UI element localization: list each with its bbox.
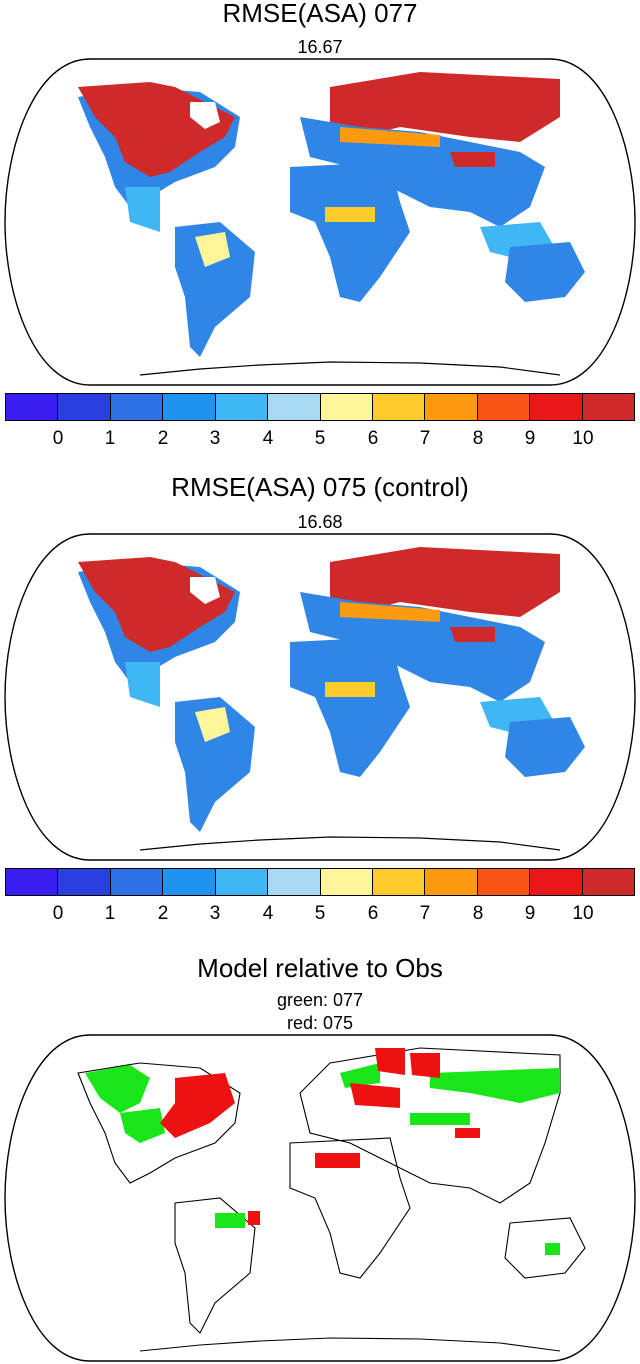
eurasia-red xyxy=(330,72,560,142)
colorbar-tick-label: 8 xyxy=(472,428,484,449)
panel2-title: RMSE(ASA) 075 (control) xyxy=(171,472,469,502)
colorbar-tick-label: 7 xyxy=(419,428,431,449)
colorbar-swatch xyxy=(6,869,59,895)
colorbar-tick-label: 10 xyxy=(572,903,594,924)
colorbar-tick-label: 4 xyxy=(262,903,274,924)
colorbar-tick-label: 10 xyxy=(572,428,594,449)
africa-body xyxy=(290,162,410,302)
colorbar-swatch xyxy=(582,394,635,420)
colorbar-tick-label: 0 xyxy=(52,903,64,924)
colorbar-swatch xyxy=(530,394,583,420)
colorbar-swatch xyxy=(58,394,111,420)
panel1-subtitle: 16.67 xyxy=(297,37,343,57)
colorbar-tick-label: 2 xyxy=(157,903,169,924)
colorbar-swatch xyxy=(320,869,373,895)
panel3-subtitle-red: red: 075 xyxy=(286,1013,354,1033)
colorbar-swatch xyxy=(110,394,164,420)
colorbar-tick-label: 7 xyxy=(419,903,431,924)
green-na xyxy=(85,1065,150,1113)
colorbar-swatch xyxy=(215,869,269,895)
colorbar-swatch xyxy=(425,869,478,895)
colorbar-tick-label: 1 xyxy=(104,903,116,924)
colorbar-swatch xyxy=(110,869,164,895)
colorbar-tick-label: 6 xyxy=(367,428,379,449)
colorbar-swatch xyxy=(582,869,635,895)
colorbar-swatch xyxy=(530,869,583,895)
panel1-colorbar-labels: 0 1 2 3 4 5 6 7 8 9 10 xyxy=(0,428,640,452)
colorbar-tick-label: 5 xyxy=(314,903,326,924)
colorbar-swatch xyxy=(268,869,321,895)
colorbar-tick-label: 5 xyxy=(314,428,326,449)
colorbar-swatch xyxy=(268,394,321,420)
red-na xyxy=(160,1073,235,1138)
colorbar-swatch xyxy=(477,394,531,420)
panel1-title: RMSE(ASA) 077 xyxy=(222,0,418,28)
panel2-colorbar xyxy=(5,868,635,896)
colorbar-tick-label: 4 xyxy=(262,428,274,449)
colorbar-tick-label: 3 xyxy=(209,903,221,924)
colorbar-tick-label: 6 xyxy=(367,903,379,924)
colorbar-swatch xyxy=(372,869,426,895)
colorbar-swatch xyxy=(320,394,373,420)
colorbar-tick-label: 9 xyxy=(524,903,536,924)
colorbar-tick-label: 9 xyxy=(524,428,536,449)
panel1-colorbar xyxy=(5,393,635,421)
colorbar-swatch xyxy=(6,394,59,420)
colorbar-tick-label: 3 xyxy=(209,428,221,449)
colorbar-tick-label: 2 xyxy=(157,428,169,449)
colorbar-tick-label: 0 xyxy=(52,428,64,449)
panel2-colorbar-labels: 0 1 2 3 4 5 6 7 8 9 10 xyxy=(0,903,640,927)
colorbar-swatch xyxy=(372,394,426,420)
panel1-map xyxy=(4,58,636,386)
colorbar-swatch xyxy=(163,869,216,895)
colorbar-swatch xyxy=(163,394,216,420)
panel2-subtitle: 16.68 xyxy=(297,512,343,532)
colorbar-swatch xyxy=(477,869,531,895)
colorbar-tick-label: 8 xyxy=(472,903,484,924)
panel3-subtitle-green: green: 077 xyxy=(276,990,364,1010)
panel2-map xyxy=(4,533,636,861)
panel3-map xyxy=(4,1034,636,1362)
australia-body xyxy=(505,242,585,302)
colorbar-tick-label: 1 xyxy=(104,428,116,449)
sa-body xyxy=(175,222,255,357)
colorbar-swatch xyxy=(58,869,111,895)
colorbar-swatch xyxy=(215,394,269,420)
colorbar-swatch xyxy=(425,394,478,420)
panel3-title: Model relative to Obs xyxy=(197,953,443,983)
